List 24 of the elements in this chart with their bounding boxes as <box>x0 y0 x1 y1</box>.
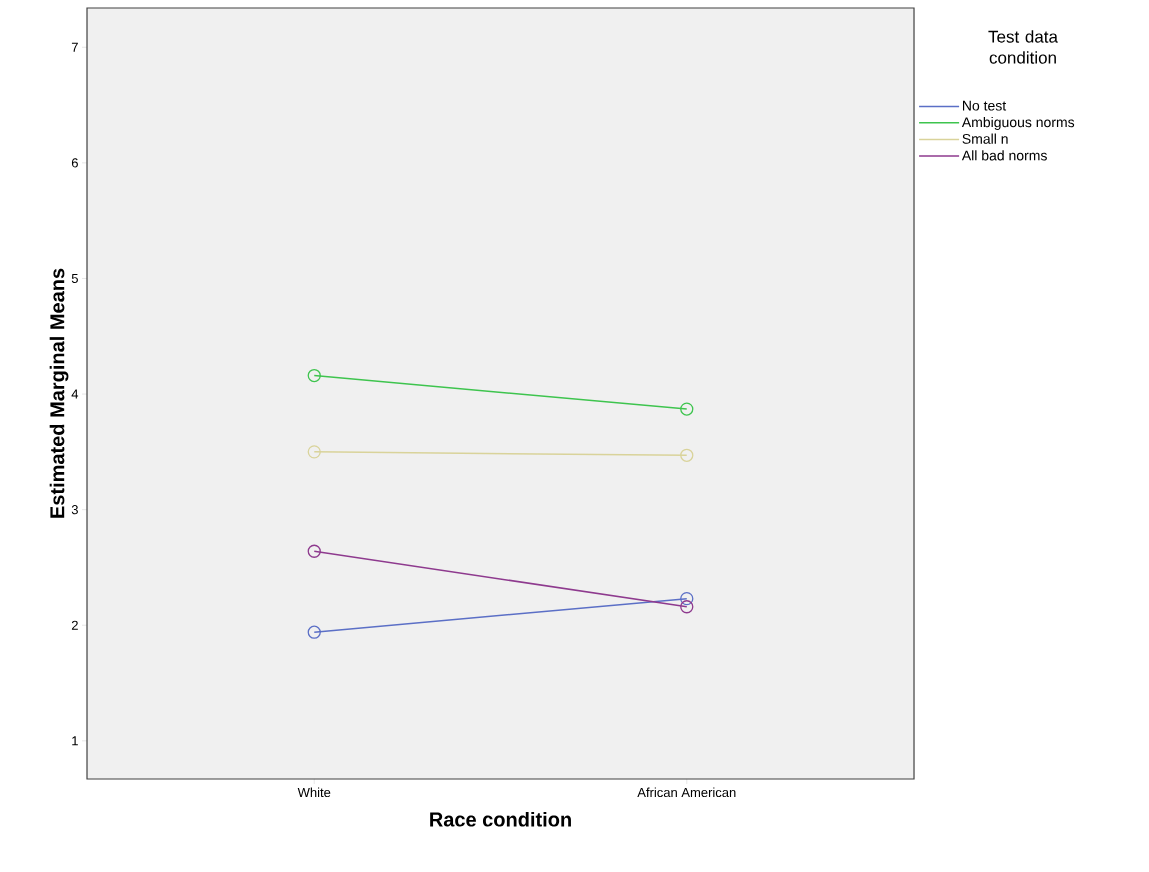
legend-label: No test <box>963 100 1007 111</box>
y-tick-label: 4 <box>71 389 79 399</box>
x-tick-label: White <box>297 787 331 798</box>
y-tick-label: 5 <box>71 273 78 283</box>
legend-title: Test data condition <box>988 30 1058 64</box>
point <box>307 544 321 558</box>
x-tick-label: African American <box>637 787 736 798</box>
point <box>680 600 694 614</box>
legend-label: Small n <box>962 133 1008 144</box>
point <box>307 625 321 639</box>
y-tick-label: 6 <box>71 158 78 168</box>
point <box>307 368 321 383</box>
legend-label: Ambiguous norms <box>961 116 1075 130</box>
y-axis-title: Estimated Marginal Means <box>49 268 69 518</box>
y-tick-label: 2 <box>71 620 78 630</box>
point <box>680 448 694 462</box>
point <box>680 402 694 416</box>
point <box>680 592 694 606</box>
point <box>307 445 321 459</box>
y-tick-label: 3 <box>71 505 78 515</box>
legend-label: All bad norms <box>961 150 1047 161</box>
y-tick-label: 1 <box>72 736 78 746</box>
x-axis-title: Race condition <box>430 811 571 827</box>
y-tick-label: 7 <box>71 42 78 52</box>
